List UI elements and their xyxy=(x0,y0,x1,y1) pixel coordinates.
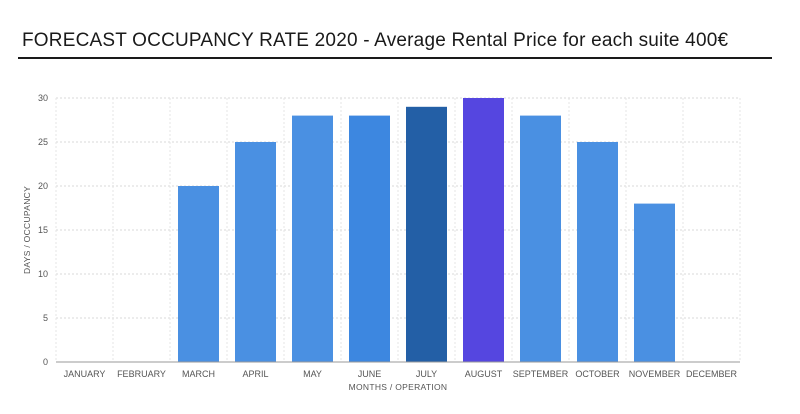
bars xyxy=(178,98,675,362)
bar-october xyxy=(577,142,618,362)
x-tick-label: OCTOBER xyxy=(575,369,620,379)
x-tick-label: JANUARY xyxy=(64,369,106,379)
bar-september xyxy=(520,115,561,362)
bar-august xyxy=(463,98,504,362)
x-tick-label: AUGUST xyxy=(465,369,503,379)
y-tick-label: 0 xyxy=(43,357,48,367)
x-tick-label: MARCH xyxy=(182,369,215,379)
x-tick-label: APRIL xyxy=(242,369,268,379)
chart-title: FORECAST OCCUPANCY RATE 2020 - Average R… xyxy=(22,30,729,51)
bar-july xyxy=(406,106,447,362)
y-tick-label: 15 xyxy=(38,225,48,235)
x-tick-label: SEPTEMBER xyxy=(513,369,569,379)
bar-may xyxy=(292,115,333,362)
bar-april xyxy=(235,142,276,362)
x-tick-label: JULY xyxy=(416,369,437,379)
y-tick-label: 10 xyxy=(38,269,48,279)
gridlines xyxy=(55,97,741,363)
y-tick-label: 20 xyxy=(38,181,48,191)
y-tick-label: 25 xyxy=(38,137,48,147)
x-tick-label: NOVEMBER xyxy=(629,369,681,379)
y-axis-label: DAYS / OCCUPANCY xyxy=(22,186,32,274)
title-divider xyxy=(18,57,772,59)
bar-june xyxy=(349,115,390,362)
x-tick-labels: JANUARY FEBRUARY MARCH APRIL MAY JUNE JULY AUGU… xyxy=(64,369,738,379)
y-tick-label: 5 xyxy=(43,313,48,323)
y-tick-label: 30 xyxy=(38,93,48,103)
x-tick-label: FEBRUARY xyxy=(117,369,166,379)
bar-march xyxy=(178,186,219,362)
x-tick-label: MAY xyxy=(303,369,322,379)
bar-november xyxy=(634,203,675,362)
x-tick-label: JUNE xyxy=(358,369,382,379)
y-tick-labels: 0 5 10 15 20 25 30 xyxy=(38,93,48,367)
x-axis-label: MONTHS / OPERATION xyxy=(349,382,448,392)
x-tick-label: DECEMBER xyxy=(686,369,738,379)
